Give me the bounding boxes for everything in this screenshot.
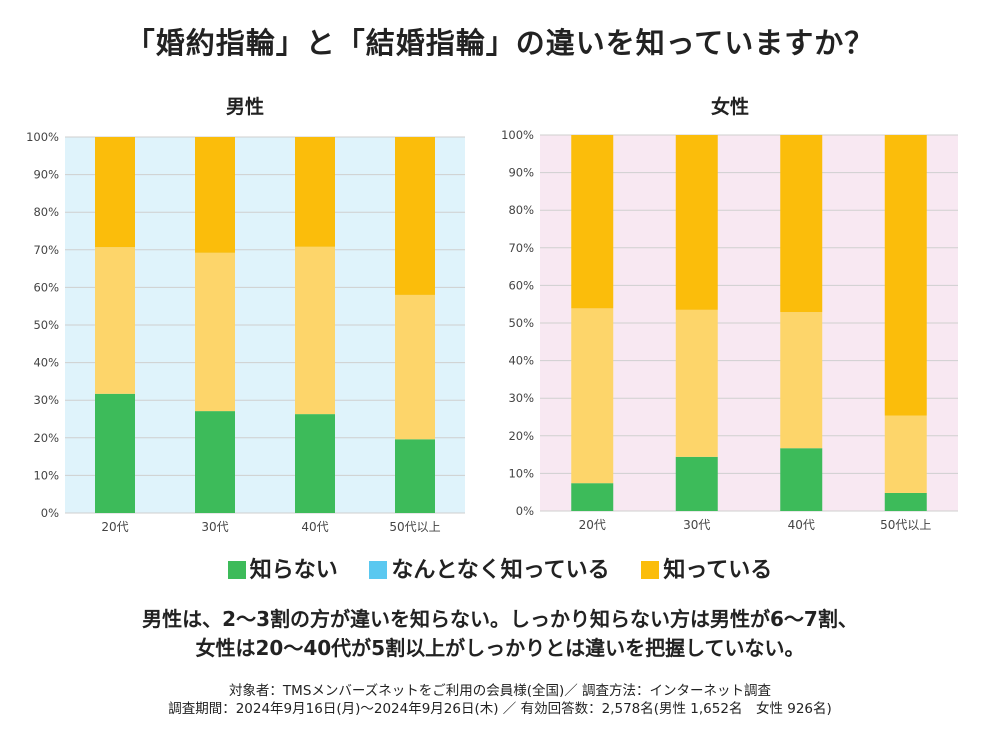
y-tick-label: 20% [508, 429, 534, 443]
legend-label-somewhat: なんとなく知っている [391, 558, 610, 583]
y-tick-label: 40% [33, 356, 59, 370]
y-tick-label: 0% [41, 506, 59, 520]
x-tick-label: 30代 [683, 518, 710, 532]
x-tick-label: 20代 [579, 518, 606, 532]
bar-segment [95, 247, 135, 394]
y-tick-label: 100% [26, 130, 59, 144]
y-tick-label: 60% [33, 280, 59, 294]
summary-line-1: 男性は、2〜3割の方が違いを知らない。しっかり知らない方は男性が6〜7割、 [142, 607, 858, 631]
y-tick-label: 0% [516, 504, 534, 518]
y-tick-label: 50% [508, 316, 534, 330]
y-tick-label: 10% [508, 466, 534, 480]
bar-segment [884, 135, 927, 416]
footnote-line-1: 対象者：TMSメンバーズネットをご利用の会員様(全国)／ 調査方法：インターネッ… [228, 683, 772, 699]
summary-line-2: 女性は20〜40代が5割以上がしっかりとは違いを把握していない。 [195, 636, 805, 660]
legend-item-somewhat: なんとなく知っている [369, 552, 610, 584]
y-tick-label: 100% [501, 128, 534, 142]
legend-label-known: 知っている [663, 558, 773, 583]
bar-segment [395, 439, 435, 513]
bar-segment [780, 312, 823, 449]
page-title: 「婚約指輪」と「結婚指輪」の違いを知っていますか？ [125, 26, 875, 60]
footnote-line-2: 調査期間：2024年9月16日(月)〜2024年9月26日(木) ／ 有効回答数… [168, 701, 832, 717]
x-tick-label: 30代 [201, 520, 228, 534]
y-tick-label: 90% [508, 166, 534, 180]
bar-segment [571, 135, 614, 309]
bar-segment [95, 393, 135, 513]
y-tick-label: 50% [33, 318, 59, 332]
male-stacked-bar-chart: 0% 10% 20% 30% 40% 50% 60% 70% 80% 90% 100% 20代 30代 4… [26, 130, 465, 534]
bar-segment [295, 137, 335, 247]
bar-segment [571, 308, 614, 484]
y-tick-label: 30% [33, 393, 59, 407]
legend-swatch-known [641, 561, 660, 579]
bar-segment [95, 137, 135, 248]
chart-title-female: 女性 [710, 96, 749, 118]
chart-title-male: 男性 [225, 96, 264, 118]
y-tick-label: 80% [33, 205, 59, 219]
bar-segment [395, 294, 435, 440]
bar-segment [195, 411, 235, 513]
legend-swatch-unknown [227, 561, 246, 579]
bar-segment [780, 448, 823, 511]
y-tick-label: 70% [33, 243, 59, 257]
bar-segment [571, 483, 614, 511]
y-tick-label: 90% [33, 168, 59, 182]
female-stacked-bar-chart: 0% 10% 20% 30% 40% 50% 60% 70% 80% 90% 100% 20代 30代 4… [501, 128, 958, 532]
bar-segment [780, 135, 823, 313]
y-tick-label: 30% [508, 391, 534, 405]
bar-segment [195, 137, 235, 253]
y-tick-label: 80% [508, 203, 534, 217]
bar-segment [675, 309, 718, 457]
bar-segment [884, 492, 927, 511]
x-tick-label: 40代 [301, 520, 328, 534]
bar-segment [395, 137, 435, 295]
bar-segment [295, 414, 335, 513]
legend-item-unknown: 知らない [227, 552, 338, 584]
legend-item-known: 知っている [641, 552, 772, 584]
x-tick-label: 50代以上 [880, 518, 931, 532]
y-tick-label: 10% [33, 468, 59, 482]
bar-segment [195, 252, 235, 412]
bar-segment [884, 415, 927, 493]
bar-segment [295, 246, 335, 415]
x-tick-label: 50代以上 [389, 520, 440, 534]
y-tick-label: 20% [33, 431, 59, 445]
legend-label-unknown: 知らない [249, 558, 338, 583]
bar-segment [675, 456, 718, 511]
legend: 知らない なんとなく知っている 知っている [0, 552, 1000, 584]
y-tick-label: 40% [508, 354, 534, 368]
x-tick-label: 20代 [101, 520, 128, 534]
y-tick-label: 70% [508, 241, 534, 255]
x-tick-label: 40代 [788, 518, 815, 532]
y-tick-label: 60% [508, 278, 534, 292]
legend-swatch-somewhat [369, 561, 388, 579]
bar-segment [675, 135, 718, 310]
